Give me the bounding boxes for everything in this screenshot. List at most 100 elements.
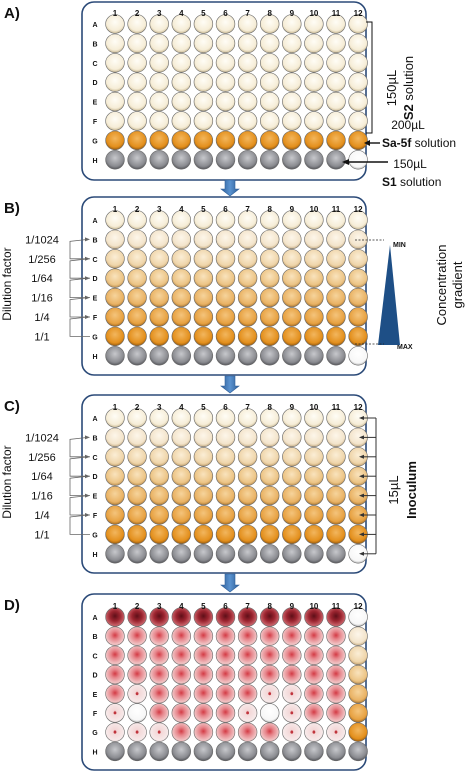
well xyxy=(215,684,236,704)
inoculum-arrowhead xyxy=(359,435,364,440)
well xyxy=(105,684,125,704)
well xyxy=(237,346,258,366)
row-letter: F xyxy=(93,119,98,126)
well xyxy=(149,307,169,327)
well xyxy=(171,326,192,347)
well xyxy=(282,210,302,230)
well xyxy=(260,626,280,646)
row-letter: G xyxy=(92,138,98,145)
row-letter: G xyxy=(92,334,98,341)
well xyxy=(282,249,302,269)
row-letter: H xyxy=(92,552,97,559)
row-letter: D xyxy=(92,276,97,283)
transfer-arrowhead xyxy=(85,454,90,459)
s1-name: S1 xyxy=(382,175,397,189)
well xyxy=(260,485,280,506)
well xyxy=(215,645,236,666)
transfer-bracket xyxy=(69,258,90,279)
well xyxy=(193,14,214,34)
well-dot xyxy=(290,692,294,696)
well xyxy=(215,607,236,627)
well xyxy=(215,741,236,762)
well xyxy=(348,741,368,762)
well xyxy=(282,130,302,151)
well xyxy=(215,524,236,545)
well xyxy=(326,485,346,506)
dilution-label: 1/64 xyxy=(31,273,52,285)
well xyxy=(260,741,280,762)
well xyxy=(193,346,214,366)
well xyxy=(282,346,302,366)
row-letter: A xyxy=(92,416,97,423)
well xyxy=(171,626,192,646)
row-letter: C xyxy=(92,61,97,68)
transfer-bracket xyxy=(69,297,90,318)
dilution-label: 1/4 xyxy=(34,312,49,324)
well xyxy=(149,645,169,666)
well xyxy=(260,466,280,486)
row-letter: F xyxy=(93,711,98,718)
well xyxy=(237,150,258,170)
well xyxy=(105,91,125,112)
dilution-label: 1/1 xyxy=(34,529,49,541)
well xyxy=(171,14,192,34)
transfer-arrowhead xyxy=(85,237,90,242)
column-number: 4 xyxy=(179,9,184,18)
well xyxy=(105,524,125,545)
well xyxy=(171,703,192,723)
well xyxy=(282,408,302,428)
well-dot xyxy=(290,711,294,715)
dilution-label: 1/256 xyxy=(28,452,56,464)
well xyxy=(348,130,368,151)
panel-label: A) xyxy=(4,5,20,22)
column-number: 3 xyxy=(157,205,162,214)
well xyxy=(127,408,147,428)
column-number: 8 xyxy=(267,9,272,18)
well xyxy=(149,150,169,170)
well xyxy=(171,408,192,428)
s2-name: S2 xyxy=(401,104,416,120)
column-number: 12 xyxy=(354,403,363,412)
well xyxy=(326,72,346,92)
well xyxy=(215,346,236,366)
well xyxy=(215,664,236,685)
well xyxy=(260,607,280,627)
well xyxy=(149,626,169,646)
well xyxy=(260,91,280,112)
well xyxy=(215,722,236,742)
well xyxy=(326,741,346,762)
inoculum-arrowhead xyxy=(359,474,364,479)
well xyxy=(105,72,125,92)
well xyxy=(237,33,258,54)
well xyxy=(127,91,147,112)
well xyxy=(282,91,302,112)
well xyxy=(326,249,346,269)
well xyxy=(105,268,125,288)
well xyxy=(282,53,302,73)
well xyxy=(193,626,214,646)
column-number: 12 xyxy=(354,602,363,611)
well xyxy=(171,645,192,666)
well xyxy=(149,326,169,347)
well xyxy=(149,408,169,428)
well xyxy=(171,741,192,762)
row-letter: B xyxy=(92,435,97,442)
row-letter: B xyxy=(92,634,97,641)
well xyxy=(105,326,125,347)
well xyxy=(260,307,280,327)
row-letter: E xyxy=(93,692,98,699)
well xyxy=(260,427,280,448)
well xyxy=(237,268,258,288)
well xyxy=(193,249,214,269)
well xyxy=(171,249,192,269)
sa-volume: 200µL xyxy=(391,118,425,132)
well xyxy=(105,53,125,73)
column-number: 4 xyxy=(179,205,184,214)
column-number: 5 xyxy=(201,602,206,611)
dilution-label: 1/256 xyxy=(28,254,56,266)
well xyxy=(237,130,258,151)
row-letter: A xyxy=(92,615,97,622)
well xyxy=(105,741,125,762)
well xyxy=(127,524,147,545)
